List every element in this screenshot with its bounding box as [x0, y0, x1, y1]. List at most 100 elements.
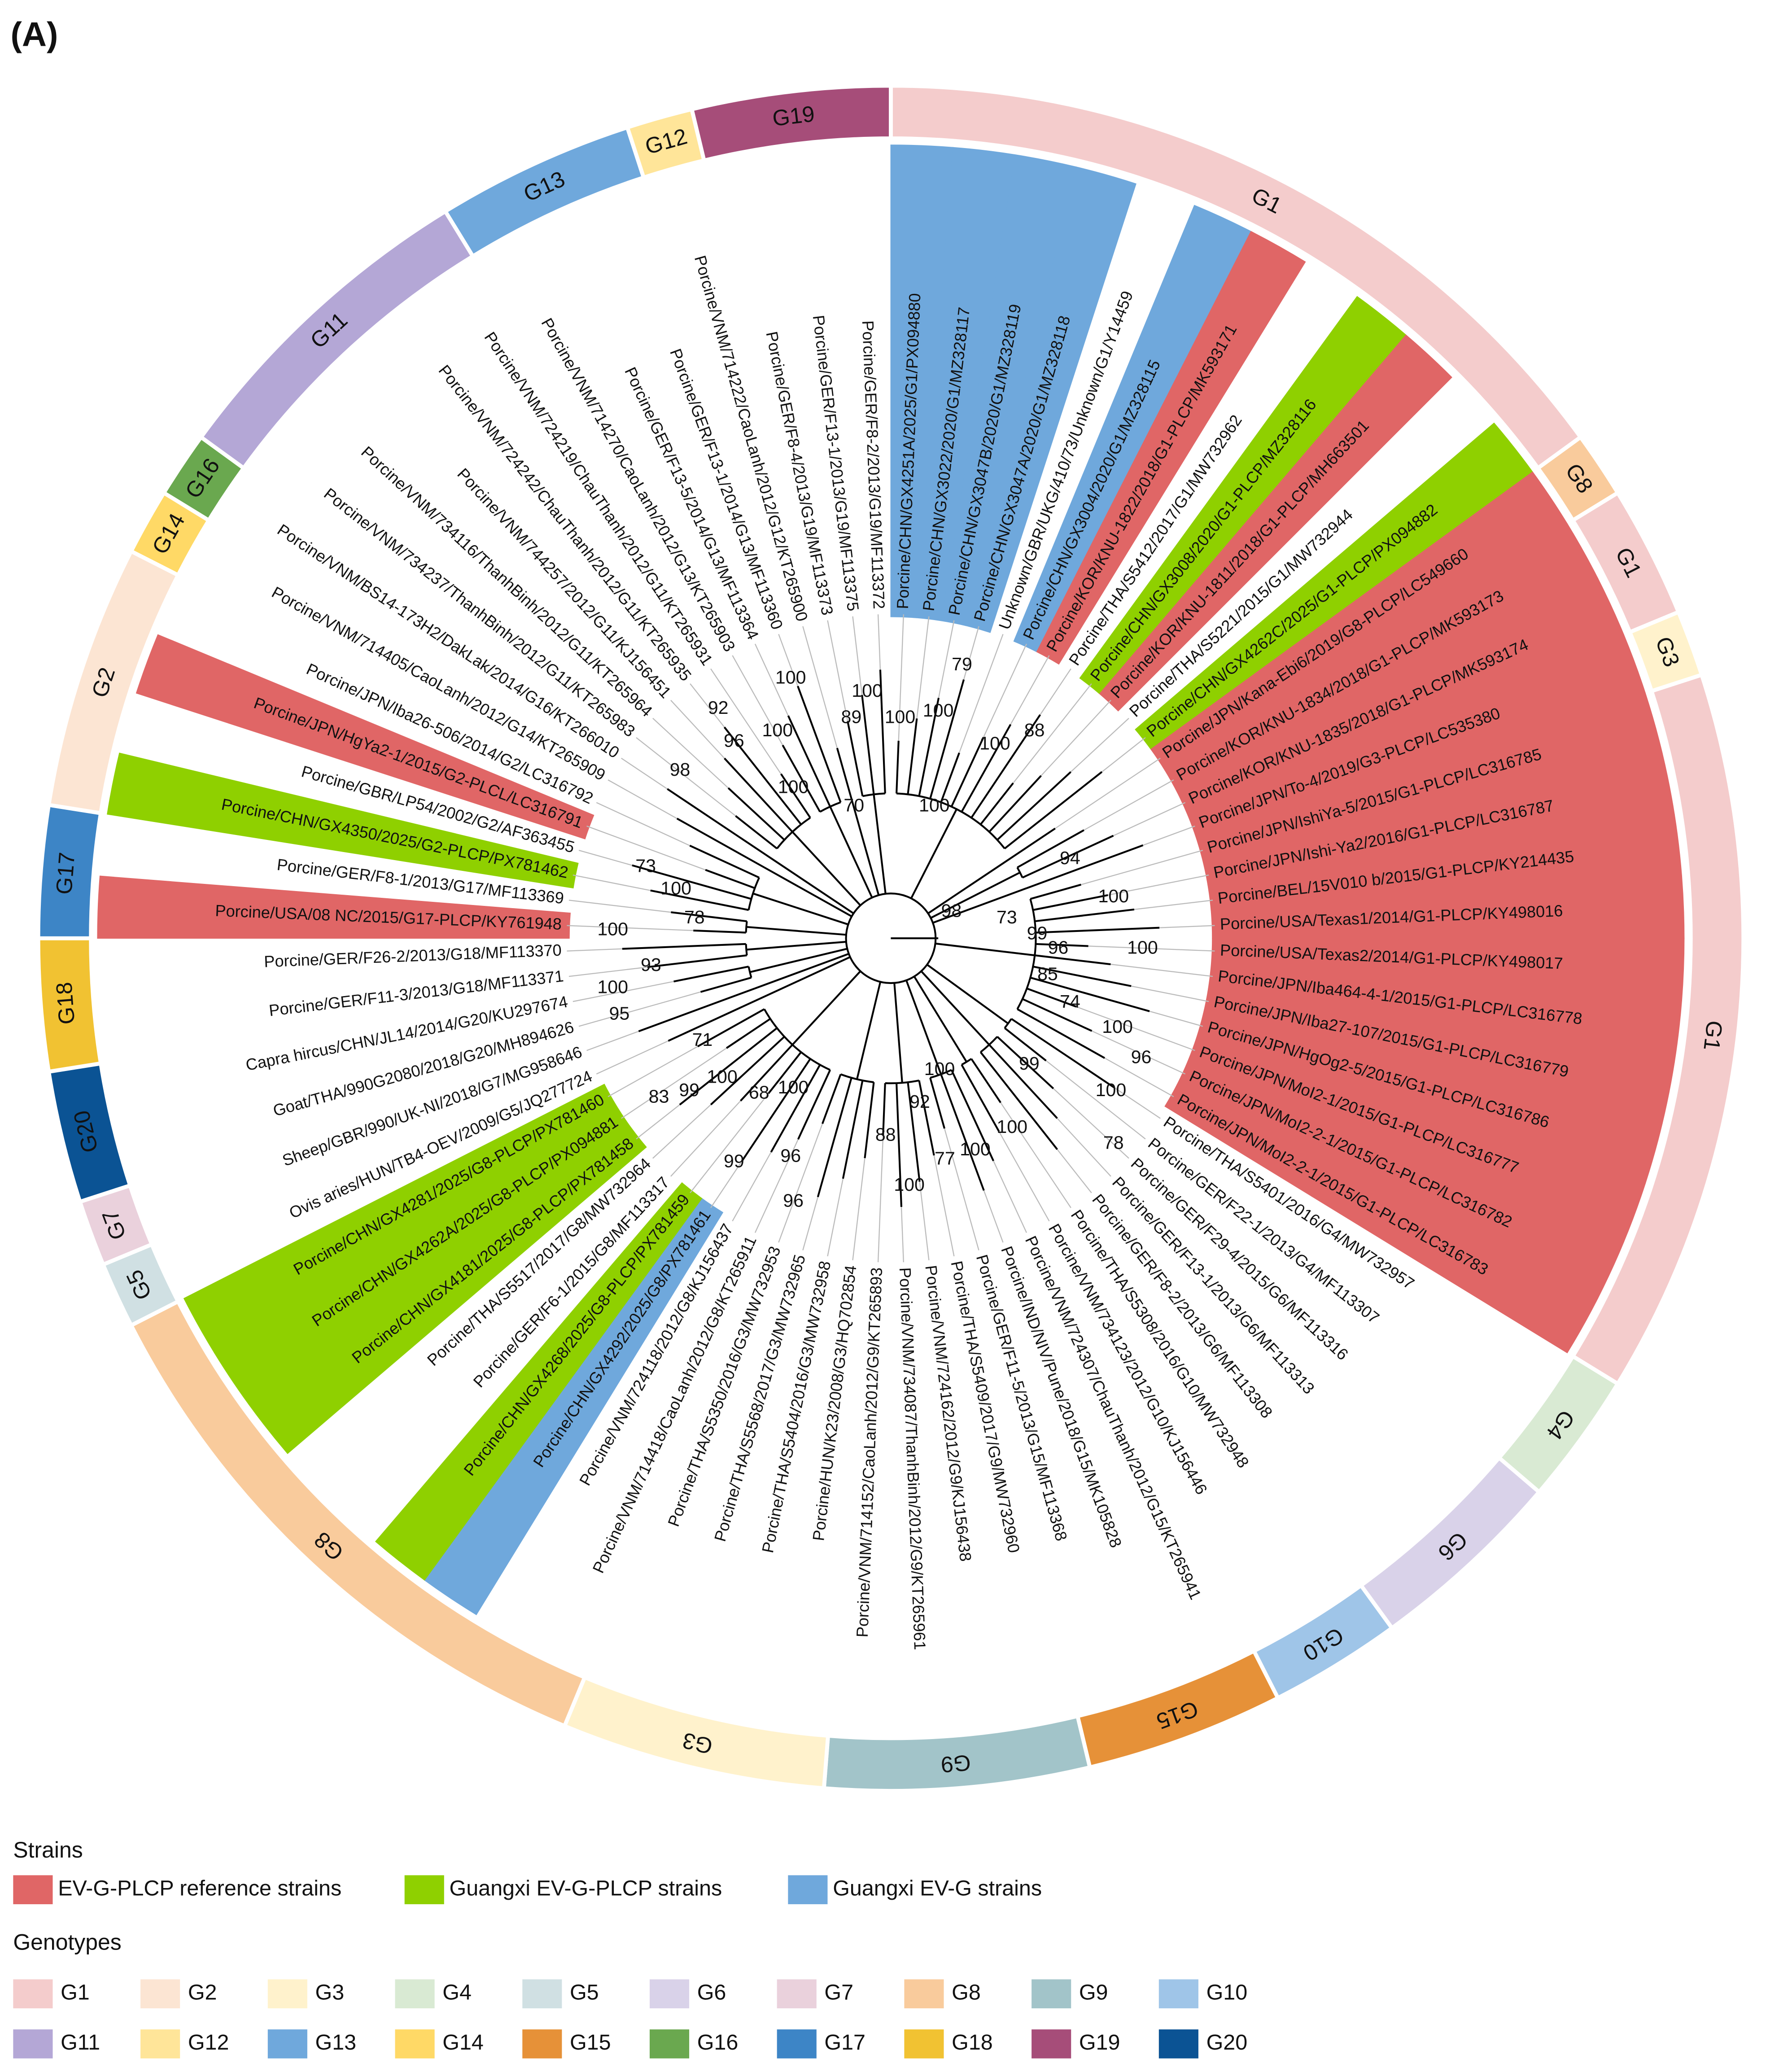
legend-swatch — [13, 1875, 53, 1905]
bootstrap-value: 74 — [1060, 991, 1080, 1012]
branch — [787, 715, 831, 807]
bootstrap-value: 68 — [749, 1082, 769, 1103]
leader-line — [1084, 779, 1174, 831]
branch — [746, 941, 847, 951]
legend-swatch — [777, 1979, 817, 2009]
branch — [822, 1074, 842, 1124]
branch — [829, 806, 873, 898]
branch — [749, 948, 848, 973]
branch — [836, 747, 852, 799]
bootstrap-value: 100 — [1096, 1080, 1127, 1100]
bootstrap-value: 92 — [708, 697, 729, 718]
leader-line — [916, 616, 930, 719]
leader-line — [877, 614, 881, 670]
legend-swatch — [1158, 2029, 1198, 2059]
branch — [1004, 771, 1103, 849]
leader-line — [852, 1158, 865, 1260]
leader-line — [1055, 757, 1161, 829]
branch — [1030, 883, 1082, 900]
bootstrap-value: 71 — [692, 1029, 713, 1050]
branch-arc — [980, 1036, 998, 1053]
branch — [689, 844, 760, 879]
bootstrap-value: 98 — [941, 900, 962, 921]
strain-highlight — [183, 1084, 617, 1354]
leader-line — [621, 1048, 727, 1119]
branch — [1017, 829, 1084, 869]
leader-line — [710, 668, 782, 774]
bootstrap-value: 92 — [909, 1091, 930, 1112]
legend-swatch — [13, 1979, 53, 2009]
leader-line — [586, 1031, 639, 1051]
branch-arc — [747, 877, 760, 910]
leader-line — [568, 966, 648, 977]
legend-swatch — [904, 2029, 944, 2059]
branch — [842, 1080, 864, 1179]
leader-line — [993, 1160, 1027, 1233]
legend-label: G20 — [1206, 2030, 1248, 2055]
branch — [700, 976, 752, 993]
legend-label: G2 — [188, 1980, 217, 2005]
branch — [797, 1069, 831, 1140]
branch — [950, 737, 984, 807]
legend-label: G18 — [952, 2030, 993, 2055]
branch-arc — [745, 944, 748, 956]
leader-line — [1010, 655, 1050, 725]
legend-label: G19 — [1079, 2030, 1120, 2055]
branch — [797, 686, 842, 803]
bootstrap-value: 88 — [1024, 720, 1045, 740]
branch — [679, 1027, 778, 1106]
leader-line — [958, 634, 1004, 753]
legend-swatch — [140, 2029, 180, 2059]
legend-label: EV-G-PLCP reference strains — [58, 1876, 341, 1901]
leader-line — [670, 699, 725, 759]
branch — [1035, 908, 1135, 922]
strain-highlight — [1036, 231, 1306, 665]
branch — [932, 887, 1027, 924]
legend-label: G3 — [315, 1980, 345, 2005]
branch — [918, 1080, 935, 1156]
leader-line — [670, 1100, 741, 1177]
leader-line — [919, 1181, 930, 1260]
leader-line — [1092, 1030, 1186, 1075]
branch — [668, 998, 760, 1042]
leader-line — [877, 1136, 884, 1263]
leader-line — [1104, 1058, 1174, 1097]
branch — [705, 869, 756, 889]
branch — [907, 1082, 921, 1182]
branch — [850, 798, 880, 896]
leader-line — [1057, 1149, 1092, 1193]
branch — [970, 1058, 1001, 1103]
legend-swatch — [1158, 1979, 1198, 2009]
bootstrap-value: 100 — [778, 776, 809, 797]
branch — [1004, 1027, 1047, 1062]
branch — [1017, 1008, 1106, 1059]
branch — [1030, 976, 1150, 1012]
leader-line — [568, 900, 671, 913]
branch — [950, 1069, 995, 1162]
branch — [735, 815, 778, 849]
leader-line — [652, 717, 729, 789]
branch — [693, 929, 746, 934]
bootstrap-value: 99 — [1027, 922, 1048, 943]
branch — [896, 1083, 903, 1207]
leader-line — [1143, 826, 1195, 846]
bootstrap-value: 73 — [635, 855, 656, 876]
bootstrap-value: 100 — [979, 733, 1010, 753]
branch — [940, 1074, 985, 1191]
branch — [1035, 954, 1111, 966]
leader-line — [732, 1152, 772, 1222]
leader-line — [596, 1040, 669, 1075]
leader-line — [567, 925, 694, 931]
bootstrap-value: 78 — [684, 907, 705, 927]
legend-swatch — [649, 2029, 690, 2059]
legend: Strains Genotypes EV-G-PLCP reference st… — [13, 1837, 1247, 2059]
leader-line — [1088, 945, 1215, 952]
leader-line — [933, 1155, 955, 1257]
branch — [697, 1008, 765, 1048]
leader-line — [1159, 925, 1215, 928]
bootstrap-value: 100 — [924, 1058, 955, 1079]
legend-title: Strains — [13, 1837, 83, 1862]
leader-line — [827, 1178, 844, 1257]
branch — [940, 752, 960, 803]
